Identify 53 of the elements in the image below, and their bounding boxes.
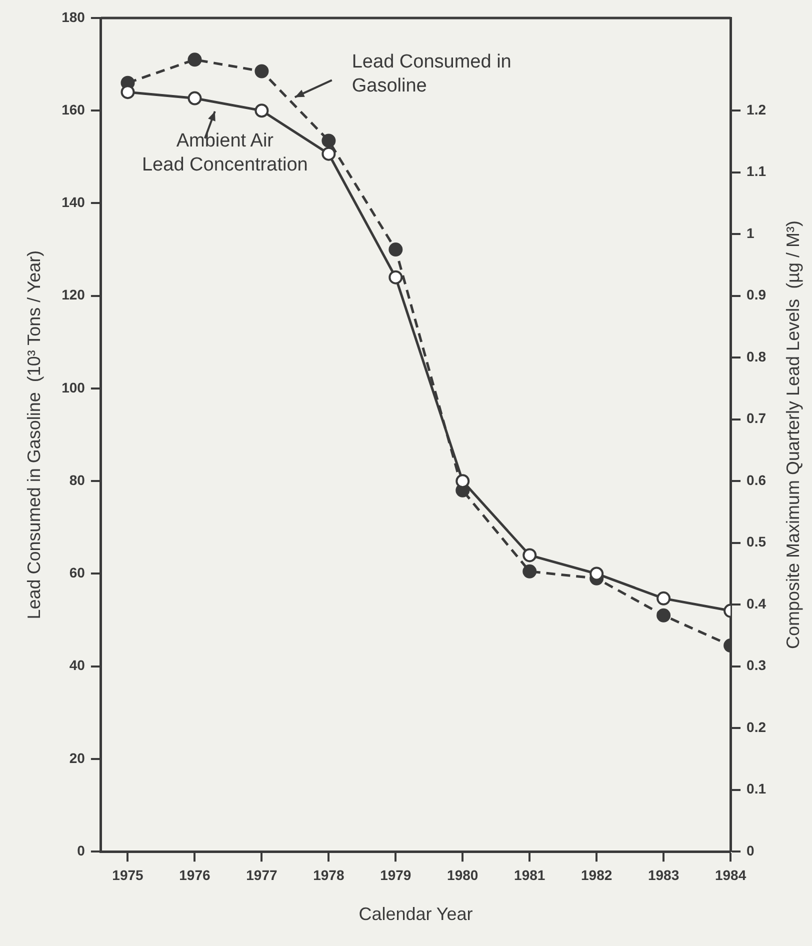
point <box>254 104 269 118</box>
point <box>522 564 537 578</box>
y-tick-label: 20 <box>69 750 86 766</box>
x-tick-label: 1984 <box>714 866 746 883</box>
point <box>656 608 671 622</box>
y-tick-label: 60 <box>69 564 86 581</box>
y2-tick-label: 0.4 <box>746 595 766 612</box>
y2-tick-label: 1 <box>746 224 755 241</box>
point <box>322 134 336 148</box>
x-tick-label: 1976 <box>179 866 211 883</box>
y2-tick-label: 0.1 <box>746 780 766 797</box>
y-tick-label: 180 <box>62 8 86 25</box>
point <box>188 52 202 67</box>
x-tick-label: 1979 <box>380 866 412 883</box>
y2-tick-label: 0.6 <box>746 472 766 488</box>
point <box>388 270 403 284</box>
y2-tick-label: 1.2 <box>746 101 766 118</box>
point <box>522 548 537 562</box>
y2-tick-label: 0.5 <box>746 534 766 550</box>
point <box>322 146 336 161</box>
annotation: Ambient Air Lead Concentration <box>142 130 308 176</box>
x-axis-title: Calendar Year <box>358 904 473 924</box>
x-tick-label: 1975 <box>112 866 144 883</box>
y2-tick-label: 0.8 <box>746 348 766 364</box>
x-tick-label: 1978 <box>313 866 344 883</box>
y2-tick-label: 0 <box>746 842 755 858</box>
y2-tick-label: 0.9 <box>746 286 766 303</box>
y2-tick-label: 0.3 <box>746 657 766 674</box>
y2-axis-title: Composite Maximum Quarterly Lead Levels (µg / M³) <box>782 220 803 650</box>
y2-tick-label: 0.2 <box>746 718 766 735</box>
point <box>120 85 135 100</box>
point <box>188 91 202 106</box>
y-tick-label: 120 <box>62 286 86 303</box>
point <box>456 474 470 488</box>
y2-tick-label: 1.1 <box>746 163 766 180</box>
y-tick-label: 160 <box>62 101 86 118</box>
y-tick-label: 80 <box>69 472 86 488</box>
y-tick-label: 100 <box>62 379 86 396</box>
point <box>388 242 403 257</box>
point <box>254 64 269 78</box>
point <box>656 591 671 606</box>
y2-tick-label: 0.7 <box>746 410 766 426</box>
x-tick-label: 1980 <box>447 866 478 883</box>
y-tick-label: 140 <box>62 194 86 210</box>
x-tick-label: 1981 <box>514 866 546 883</box>
y-tick-label: 0 <box>77 842 86 858</box>
x-tick-label: 1982 <box>581 866 612 883</box>
y-axis-title: Lead Consumed in Gasoline (10³ Tons / Year) <box>24 250 44 620</box>
x-tick-label: 1983 <box>648 866 680 883</box>
point <box>590 566 604 581</box>
annotation: Lead Consumed in Gasoline <box>352 51 512 96</box>
x-tick-label: 1977 <box>246 866 278 883</box>
y-tick-label: 40 <box>69 657 86 674</box>
